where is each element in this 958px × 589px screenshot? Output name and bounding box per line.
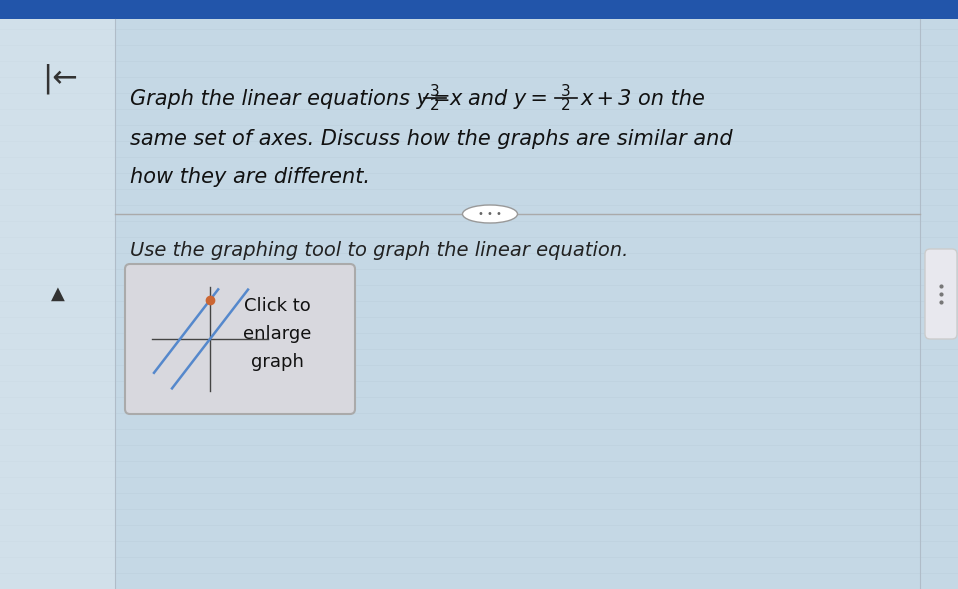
Text: x + 3 on the: x + 3 on the — [581, 89, 706, 109]
Text: ▲: ▲ — [51, 285, 65, 303]
Text: Graph the linear equations y =: Graph the linear equations y = — [130, 89, 455, 109]
Text: same set of axes. Discuss how the graphs are similar and: same set of axes. Discuss how the graphs… — [130, 129, 733, 149]
Text: Click to
enlarge
graph: Click to enlarge graph — [243, 297, 311, 371]
Text: 3: 3 — [430, 84, 440, 98]
Text: Use the graphing tool to graph the linear equation.: Use the graphing tool to graph the linea… — [130, 241, 628, 260]
Ellipse shape — [463, 205, 517, 223]
Text: • • •: • • • — [478, 209, 502, 219]
Text: 2: 2 — [561, 98, 571, 114]
FancyBboxPatch shape — [0, 0, 958, 19]
FancyBboxPatch shape — [125, 264, 355, 414]
Text: 2: 2 — [430, 98, 440, 114]
FancyBboxPatch shape — [0, 19, 115, 589]
Text: how they are different.: how they are different. — [130, 167, 370, 187]
Text: 3: 3 — [561, 84, 571, 98]
Text: x and y =: x and y = — [450, 89, 553, 109]
Text: |←: |← — [42, 64, 78, 94]
FancyBboxPatch shape — [925, 249, 957, 339]
